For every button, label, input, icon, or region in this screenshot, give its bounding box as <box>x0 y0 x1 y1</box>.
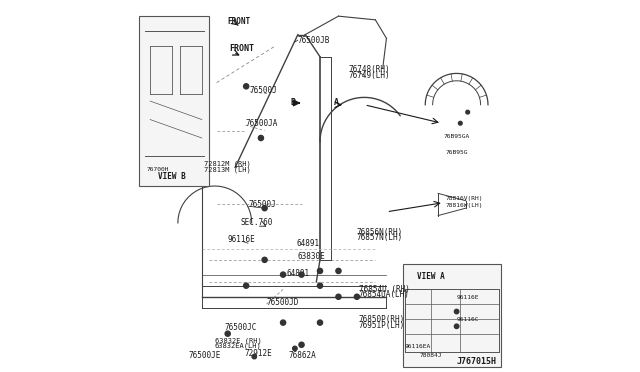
Circle shape <box>262 257 268 262</box>
Bar <box>139 16 209 186</box>
Bar <box>403 263 501 367</box>
Text: 76856N(RH): 76856N(RH) <box>356 228 403 237</box>
Text: 63832EA(LH): 63832EA(LH) <box>215 343 262 349</box>
Text: 76500JE: 76500JE <box>189 350 221 360</box>
Circle shape <box>299 342 304 347</box>
Circle shape <box>454 310 459 314</box>
Text: 76500J: 76500J <box>249 200 276 209</box>
Circle shape <box>244 283 249 288</box>
Text: 78084J: 78084J <box>420 353 442 358</box>
Text: FRONT: FRONT <box>228 17 251 26</box>
Text: 64891: 64891 <box>287 269 310 278</box>
Circle shape <box>244 84 249 89</box>
Text: A: A <box>334 99 339 108</box>
Text: 96116E: 96116E <box>456 295 479 300</box>
Text: 76500JA: 76500JA <box>245 119 278 128</box>
Text: 76850P(RH): 76850P(RH) <box>359 315 405 324</box>
Circle shape <box>355 294 360 299</box>
Circle shape <box>259 135 264 141</box>
Text: 76500J: 76500J <box>250 86 278 94</box>
Text: 78816V(RH): 78816V(RH) <box>445 196 483 201</box>
Text: 63830E: 63830E <box>297 252 325 262</box>
Text: VIEW B: VIEW B <box>159 172 186 181</box>
Text: 76748(RH): 76748(RH) <box>349 65 390 74</box>
Text: 76862A: 76862A <box>289 351 316 360</box>
Circle shape <box>280 320 285 325</box>
Circle shape <box>252 355 257 359</box>
Circle shape <box>336 268 341 273</box>
Text: 72813M (LH): 72813M (LH) <box>204 166 250 173</box>
Text: 96116E: 96116E <box>228 235 255 244</box>
Text: 72812M (RH): 72812M (RH) <box>204 161 250 167</box>
Text: 76B95GA: 76B95GA <box>444 134 470 139</box>
Text: 96116EA: 96116EA <box>405 344 431 349</box>
Text: SEC.760: SEC.760 <box>241 218 273 227</box>
Text: 76700H: 76700H <box>147 167 169 172</box>
Circle shape <box>317 268 323 273</box>
Circle shape <box>466 110 470 114</box>
Text: 76854U (RH): 76854U (RH) <box>359 285 410 294</box>
Circle shape <box>299 272 304 277</box>
Text: 76B95G: 76B95G <box>445 150 468 155</box>
Circle shape <box>225 331 230 336</box>
Text: J767015H: J767015H <box>456 357 497 366</box>
Text: 76500JB: 76500JB <box>297 36 330 45</box>
Text: 96116C: 96116C <box>456 317 479 322</box>
Text: 76500JC: 76500JC <box>224 323 257 331</box>
Text: 76951P(LH): 76951P(LH) <box>359 321 405 330</box>
Text: 76857N(LH): 76857N(LH) <box>356 233 403 242</box>
Text: 76854UA(LH): 76854UA(LH) <box>359 291 410 299</box>
Circle shape <box>317 283 323 288</box>
Circle shape <box>280 272 285 277</box>
Circle shape <box>292 346 297 351</box>
Circle shape <box>317 320 323 325</box>
Circle shape <box>262 206 268 211</box>
Text: VIEW A: VIEW A <box>417 272 445 281</box>
Text: 78816W(LH): 78816W(LH) <box>445 203 483 208</box>
Circle shape <box>454 324 459 328</box>
Text: 76500JD: 76500JD <box>267 298 300 307</box>
Text: B: B <box>291 99 296 108</box>
Text: 72912E: 72912E <box>244 350 272 359</box>
Text: FRONT: FRONT <box>230 44 255 53</box>
Text: 64891: 64891 <box>296 239 319 248</box>
Text: 63832E (RH): 63832E (RH) <box>215 337 262 344</box>
Circle shape <box>336 294 341 299</box>
Circle shape <box>458 121 462 125</box>
Text: 76749(LH): 76749(LH) <box>349 71 390 80</box>
